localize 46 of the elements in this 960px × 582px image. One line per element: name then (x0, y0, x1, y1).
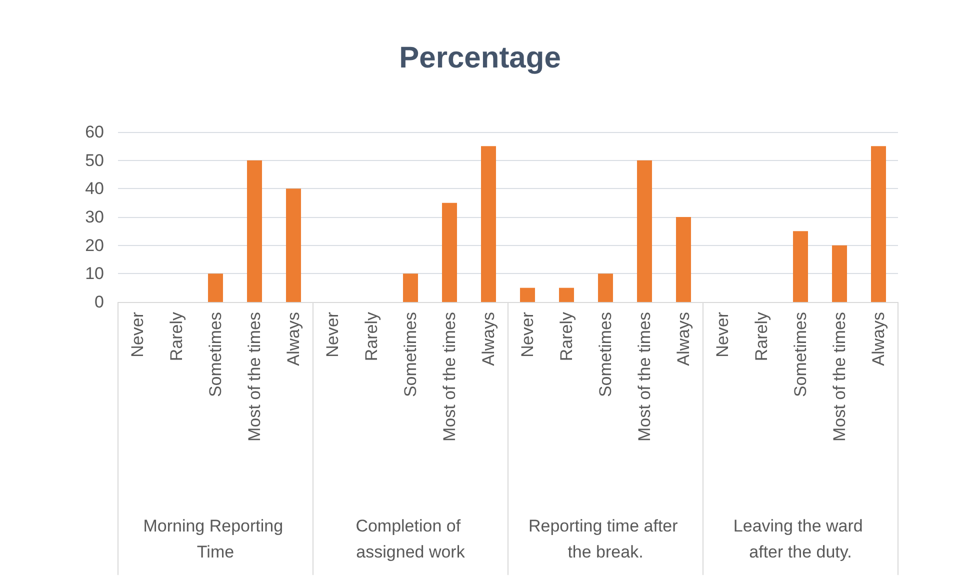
x-tick-label: Rarely (752, 312, 771, 362)
x-tick-label: Rarely (167, 312, 186, 362)
text: Reporting time after the break. (528, 516, 683, 562)
text: Completion of assigned work (356, 516, 466, 562)
bar (403, 274, 418, 302)
bar (676, 217, 691, 302)
y-tick-label: 20 (85, 236, 104, 255)
x-tick-label: Never (323, 312, 342, 358)
bar (520, 288, 535, 302)
text: Morning Reporting Time (143, 516, 288, 562)
x-tick-label: Always (869, 312, 888, 366)
bar (208, 274, 223, 302)
x-tick-label: Sometimes (791, 312, 810, 398)
x-tick-label: Never (713, 312, 732, 358)
x-tick-label: Rarely (557, 312, 576, 362)
chart-title: Percentage (399, 42, 561, 74)
x-tick-label: Sometimes (596, 312, 615, 398)
y-tick-label: 40 (85, 179, 104, 198)
bar (793, 231, 808, 302)
x-tick-label: Sometimes (206, 312, 225, 398)
text: Leaving the ward after the duty. (733, 516, 868, 562)
x-tick-label: Never (128, 312, 147, 358)
y-tick-label: 50 (85, 150, 104, 170)
x-tick-label: Always (674, 312, 693, 366)
x-tick-label: Most of the times (635, 312, 654, 442)
x-tick-label: Rarely (362, 312, 381, 362)
bar (442, 202, 457, 302)
bar (286, 188, 301, 302)
x-tick-label: Most of the times (440, 312, 459, 442)
bar (871, 146, 886, 302)
y-tick-label: 30 (85, 208, 104, 226)
x-tick-label: Never (518, 312, 537, 358)
bar (598, 274, 613, 302)
y-tick-label: 0 (94, 292, 104, 312)
y-tick-label: 10 (85, 264, 104, 284)
bar (637, 160, 652, 302)
x-tick-label: Most of the times (245, 312, 264, 442)
bar (481, 146, 496, 302)
x-tick-label: Most of the times (830, 312, 849, 442)
x-tick-label: Always (284, 312, 303, 366)
x-tick-label: Sometimes (401, 312, 420, 398)
bar (247, 160, 262, 302)
bar (832, 245, 847, 302)
bar (559, 288, 574, 302)
x-tick-label: Always (479, 312, 498, 366)
y-tick-label: 60 (85, 122, 104, 142)
